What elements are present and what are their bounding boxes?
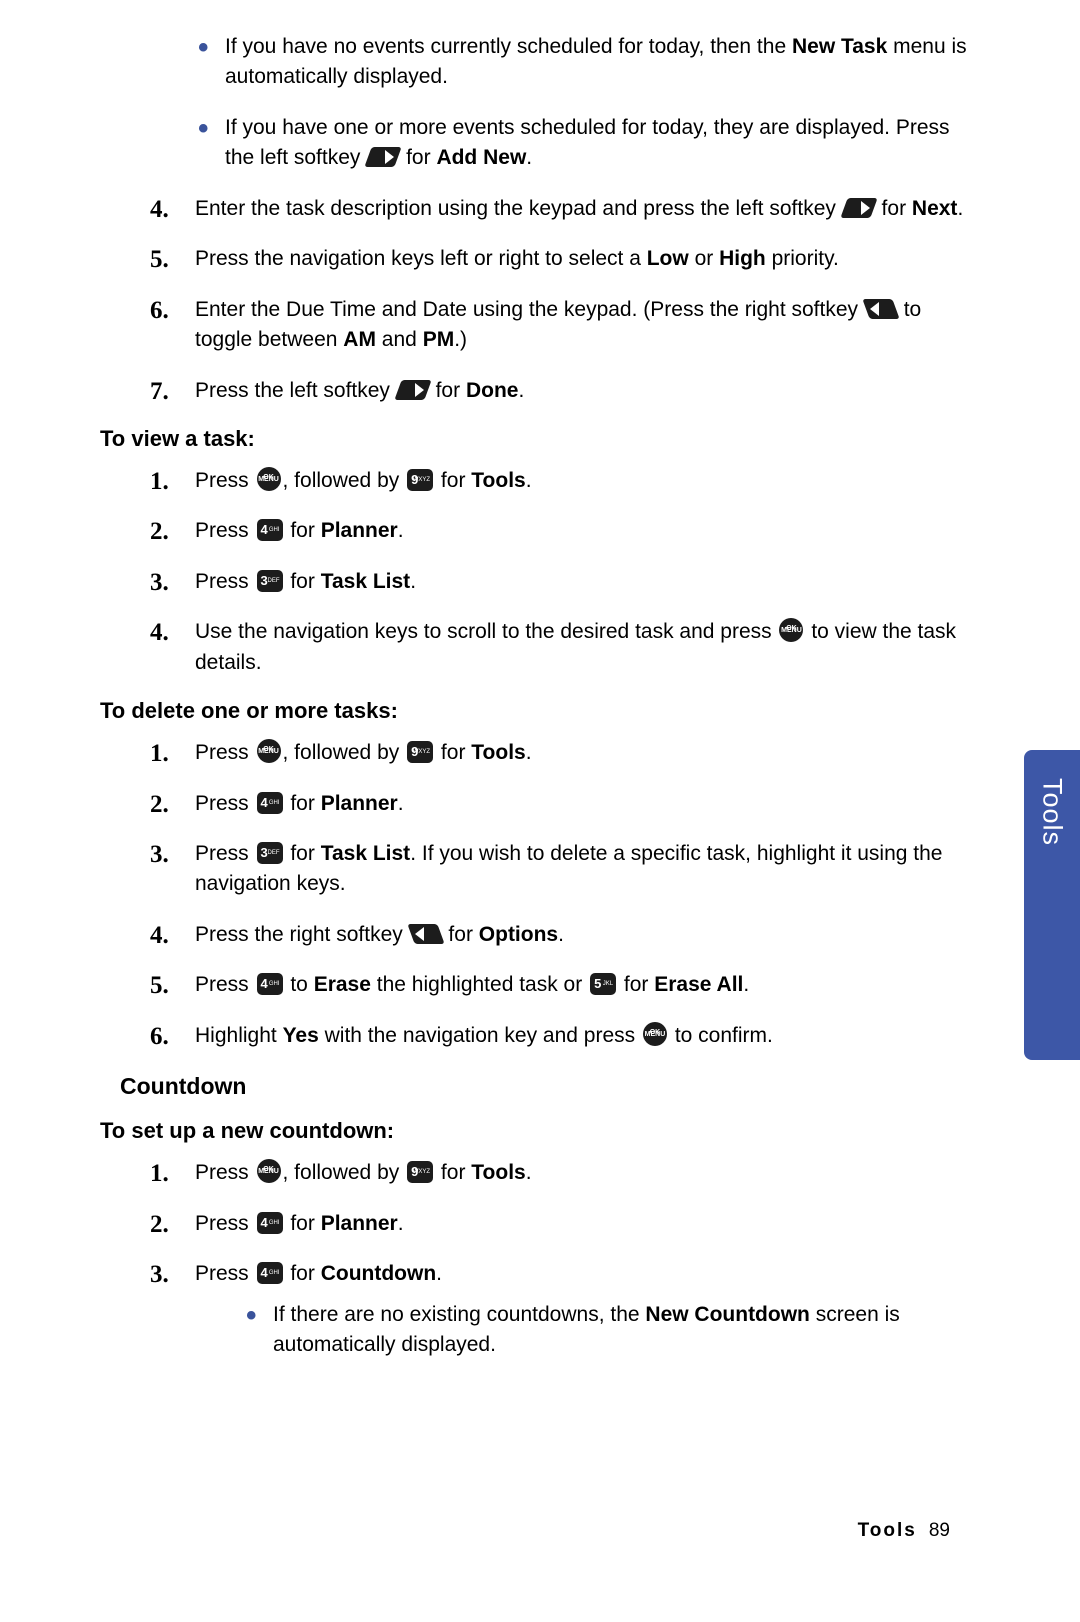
step-number: 3.	[150, 1257, 169, 1293]
bullet-item: If you have one or more events scheduled…	[195, 113, 980, 174]
step-item: 4.Enter the task description using the k…	[150, 194, 980, 224]
key5-icon: 5JKL	[590, 973, 616, 995]
menu-ok-key-icon: MENUOK	[257, 739, 281, 763]
step-item: 2.Press 4GHI for Planner.	[150, 789, 980, 819]
bullet-item: If you have no events currently schedule…	[195, 32, 980, 93]
step-number: 1.	[150, 464, 169, 500]
right-softkey-icon	[407, 924, 444, 944]
step-item: 2.Press 4GHI for Planner.	[150, 1209, 980, 1239]
left-softkey-icon	[365, 147, 402, 167]
menu-ok-key-icon: MENUOK	[779, 618, 803, 642]
step-item: 1.Press MENUOK, followed by 9WXYZ for To…	[150, 1158, 980, 1188]
step-number: 5.	[150, 242, 169, 278]
step-number: 4.	[150, 918, 169, 954]
menu-ok-key-icon: MENUOK	[257, 1159, 281, 1183]
left-softkey-icon	[840, 198, 877, 218]
key4-icon: 4GHI	[257, 792, 283, 814]
key4-icon: 4GHI	[257, 973, 283, 995]
key9-icon: 9WXYZ	[407, 1161, 433, 1183]
key9-icon: 9WXYZ	[407, 741, 433, 763]
step-number: 6.	[150, 293, 169, 329]
step-number: 3.	[150, 565, 169, 601]
step-item: 2.Press 4GHI for Planner.	[150, 516, 980, 546]
step-number: 2.	[150, 1207, 169, 1243]
menu-ok-key-icon: MENUOK	[643, 1022, 667, 1046]
intro-bullets: If you have no events currently schedule…	[195, 32, 980, 174]
cont-steps: 4.Enter the task description using the k…	[150, 194, 980, 406]
del-steps: 1.Press MENUOK, followed by 9WXYZ for To…	[150, 738, 980, 1051]
step-item: 3.Press 4GHI for Countdown.If there are …	[150, 1259, 980, 1360]
side-tab-label: Tools	[1037, 778, 1068, 846]
countdown-section-heading: Countdown	[120, 1073, 980, 1100]
step-item: 4.Press the right softkey for Options.	[150, 920, 980, 950]
key4-icon: 4GHI	[257, 1212, 283, 1234]
menu-ok-key-icon: MENUOK	[257, 467, 281, 491]
key3-icon: 3DEF	[257, 570, 283, 592]
cd-steps: 1.Press MENUOK, followed by 9WXYZ for To…	[150, 1158, 980, 1360]
page-content: If you have no events currently schedule…	[0, 0, 1080, 1360]
step-item: 6.Highlight Yes with the navigation key …	[150, 1021, 980, 1051]
side-tab-tools: Tools	[1024, 750, 1080, 1060]
step-item: 7.Press the left softkey for Done.	[150, 376, 980, 406]
step-number: 4.	[150, 615, 169, 651]
step-item: 1.Press MENUOK, followed by 9WXYZ for To…	[150, 466, 980, 496]
key4-icon: 4GHI	[257, 1262, 283, 1284]
footer-section: Tools	[858, 1520, 917, 1541]
step-number: 2.	[150, 787, 169, 823]
step-item: 3.Press 3DEF for Task List. If you wish …	[150, 839, 980, 900]
step-item: 3.Press 3DEF for Task List.	[150, 567, 980, 597]
step-number: 5.	[150, 968, 169, 1004]
step-item: 5.Press 4GHI to Erase the highlighted ta…	[150, 970, 980, 1000]
countdown-setup-heading: To set up a new countdown:	[100, 1118, 980, 1144]
step-item: 6.Enter the Due Time and Date using the …	[150, 295, 980, 356]
step-number: 1.	[150, 1156, 169, 1192]
key3-icon: 3DEF	[257, 842, 283, 864]
left-softkey-icon	[394, 380, 431, 400]
footer-page: 89	[929, 1520, 950, 1541]
bullet-item: If there are no existing countdowns, the…	[243, 1300, 980, 1361]
step-item: 4.Use the navigation keys to scroll to t…	[150, 617, 980, 678]
step-number: 7.	[150, 374, 169, 410]
step-number: 6.	[150, 1019, 169, 1055]
step-number: 4.	[150, 192, 169, 228]
view-steps: 1.Press MENUOK, followed by 9WXYZ for To…	[150, 466, 980, 678]
step-number: 1.	[150, 736, 169, 772]
right-softkey-icon	[862, 299, 899, 319]
page-footer: Tools 89	[858, 1520, 950, 1542]
step-number: 2.	[150, 514, 169, 550]
step-number: 3.	[150, 837, 169, 873]
view-task-heading: To view a task:	[100, 426, 980, 452]
key4-icon: 4GHI	[257, 519, 283, 541]
delete-task-heading: To delete one or more tasks:	[100, 698, 980, 724]
key9-icon: 9WXYZ	[407, 469, 433, 491]
step-item: 1.Press MENUOK, followed by 9WXYZ for To…	[150, 738, 980, 768]
step-item: 5.Press the navigation keys left or righ…	[150, 244, 980, 274]
